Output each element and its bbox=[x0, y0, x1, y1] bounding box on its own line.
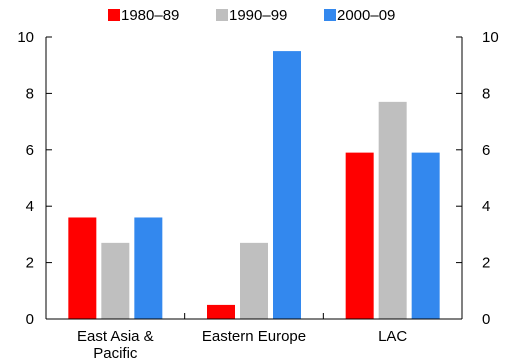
legend-label-2000-09: 2000–09 bbox=[337, 7, 395, 24]
legend-swatch-2000-09 bbox=[324, 9, 336, 21]
legend-swatch-1980-89 bbox=[108, 9, 120, 21]
y-tick-label-right-0: 0 bbox=[482, 311, 490, 328]
y-tick-label-left-0: 0 bbox=[26, 311, 34, 328]
bar-1-series-1 bbox=[68, 217, 97, 319]
y-tick-label-left-4: 4 bbox=[26, 198, 34, 215]
bar-3-series-1 bbox=[345, 152, 374, 319]
bars-layer bbox=[68, 51, 440, 319]
legend: 1980–89 1990–99 2000–09 bbox=[108, 7, 395, 24]
y-tick-label-right-8: 8 bbox=[482, 85, 490, 102]
y-tick-label-right-6: 6 bbox=[482, 142, 490, 159]
bar-3-series-2 bbox=[378, 101, 407, 319]
bar-1-series-2 bbox=[101, 242, 130, 319]
x-tick-label-3: LAC bbox=[378, 328, 407, 345]
y-tick-label-left-2: 2 bbox=[26, 255, 34, 272]
y-tick-label-right-4: 4 bbox=[482, 198, 490, 215]
bar-3-series-3 bbox=[411, 152, 440, 319]
y-tick-label-left-6: 6 bbox=[26, 142, 34, 159]
legend-label-1990-99: 1990–99 bbox=[229, 7, 287, 24]
bar-2-series-2 bbox=[240, 242, 268, 319]
x-tick-label-1: East Asia & Pacific bbox=[77, 328, 154, 362]
bar-2-series-3 bbox=[273, 51, 301, 319]
axes-layer: East Asia & Pacific Eastern Europe LAC 0 0 2 2 4… bbox=[17, 29, 498, 362]
legend-swatch-1990-99 bbox=[216, 9, 228, 21]
legend-label-1980-89: 1980–89 bbox=[121, 7, 179, 24]
y-tick-label-left-10: 10 bbox=[17, 29, 34, 46]
bar-1-series-3 bbox=[134, 217, 163, 319]
y-tick-label-right-2: 2 bbox=[482, 255, 490, 272]
y-tick-label-right-10: 10 bbox=[482, 29, 499, 46]
x-tick-label-2: Eastern Europe bbox=[202, 328, 306, 345]
bar-2-series-1 bbox=[207, 304, 235, 319]
y-tick-label-left-8: 8 bbox=[26, 85, 34, 102]
